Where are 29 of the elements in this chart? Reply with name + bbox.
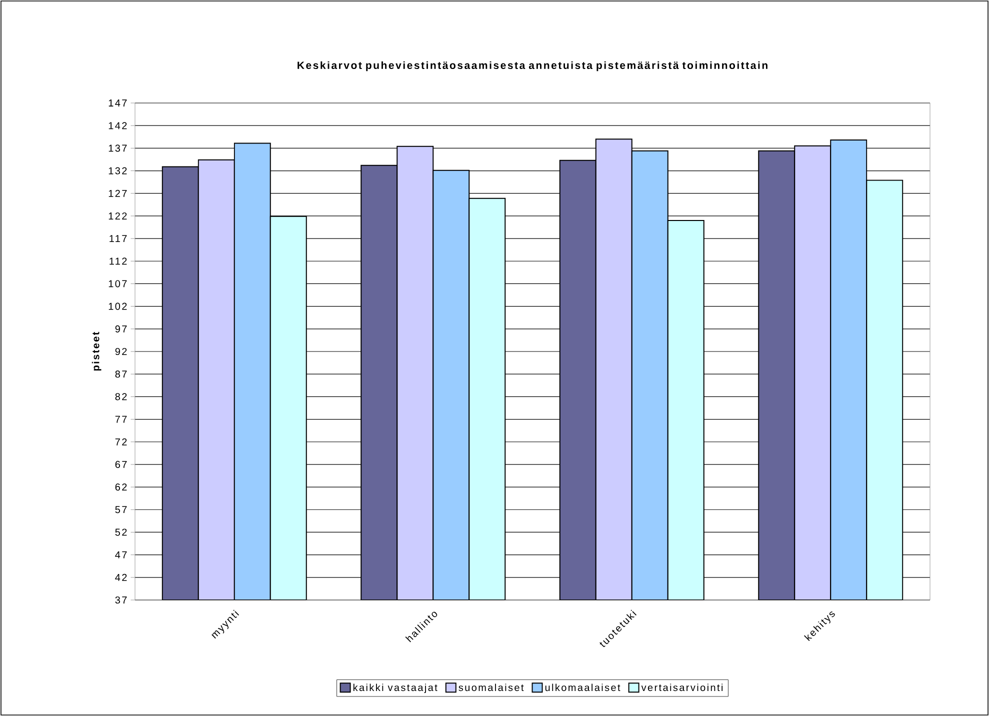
y-tick-label: 67 xyxy=(115,460,127,468)
y-tick-label: 117 xyxy=(110,235,127,242)
y-tick-label: 132 xyxy=(108,167,127,174)
y-tick-label: 77 xyxy=(115,416,127,423)
y-tick-label: 127 xyxy=(108,190,127,197)
y-tick-label: 82 xyxy=(115,393,127,400)
legend-label: kaikki vastaajat xyxy=(353,684,438,694)
y-tick-label: 52 xyxy=(115,528,127,536)
y-tick-label: 97 xyxy=(115,325,127,332)
legend-label: suomalaiset xyxy=(458,684,524,692)
y-tick-label: 122 xyxy=(108,212,127,220)
y-tick-label: 92 xyxy=(115,348,127,356)
y-tick-label: 147 xyxy=(108,100,127,106)
y-tick-label: 72 xyxy=(115,438,127,446)
y-axis-title: pisteet xyxy=(92,332,102,371)
y-tick-label: 42 xyxy=(115,574,127,581)
y-tick-label: 102 xyxy=(108,302,127,310)
y-tick-label: 87 xyxy=(115,370,127,378)
y-tick-label: 142 xyxy=(108,122,127,130)
legend-label: vertaisarviointi xyxy=(641,684,723,692)
y-tick-label: 37 xyxy=(115,596,127,604)
y-tick-label: 47 xyxy=(115,551,127,558)
y-tick-label: 62 xyxy=(115,484,127,491)
y-tick-label: 107 xyxy=(108,280,127,288)
y-tick-label: 112 xyxy=(110,258,127,265)
y-tick-label: 137 xyxy=(108,144,127,152)
chart-title: Keskiarvot puheviestintäosaamisesta annetuista pistemääristä toiminnoittain xyxy=(298,61,768,72)
legend-label: ulkomaalaiset xyxy=(545,684,620,692)
y-tick-label: 57 xyxy=(115,506,127,514)
